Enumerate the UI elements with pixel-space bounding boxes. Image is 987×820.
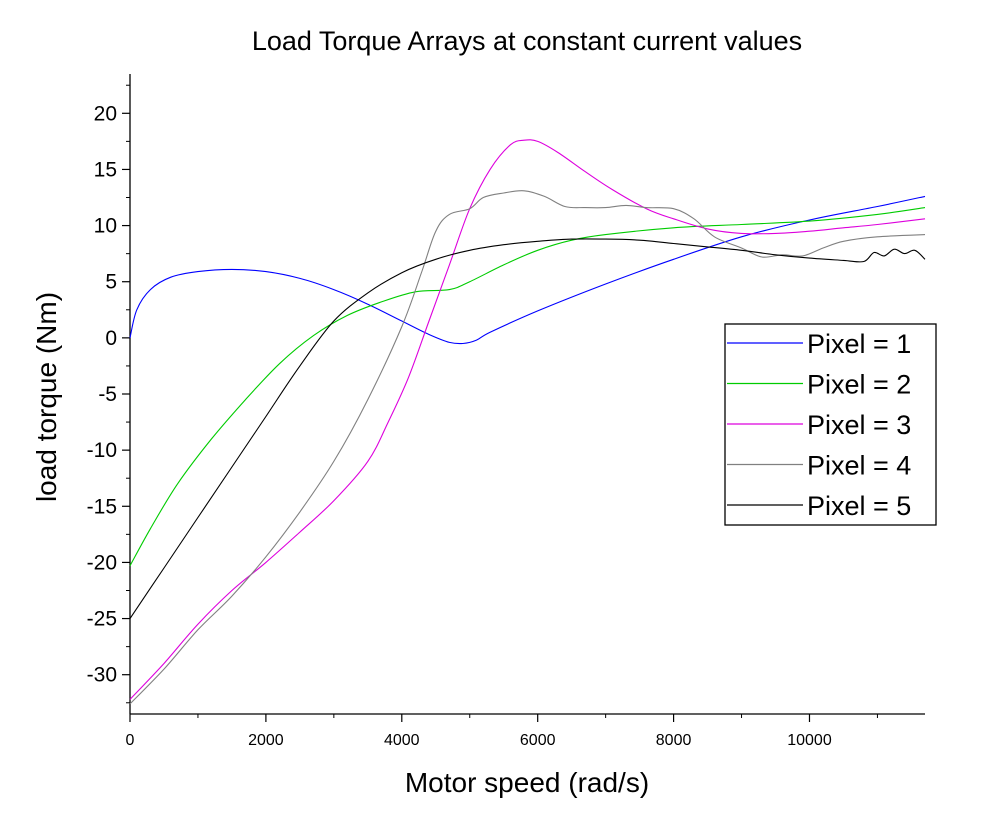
series-line-pixel-3 [129,139,926,700]
y-tick-label: 10 [94,215,117,238]
x-tick-label: 0 [126,732,135,749]
legend-label: Pixel = 3 [807,410,911,440]
legend-label: Pixel = 4 [807,451,911,481]
x-axis-label: Motor speed (rad/s) [405,767,649,798]
y-tick-label: 0 [105,327,117,350]
y-tick-label: -5 [98,383,117,406]
x-tick-label: 10000 [787,732,832,749]
series-line-pixel-1 [129,195,926,345]
chart-title: Load Torque Arrays at constant current v… [252,26,802,56]
y-tick-label: -20 [87,551,117,574]
y-axis-label: load torque (Nm) [31,292,62,502]
y-tick-label: 5 [105,271,117,294]
x-tick-label: 6000 [520,732,556,749]
x-tick-label: 2000 [248,732,284,749]
y-tick-label: -30 [87,664,117,687]
x-tick-label: 8000 [656,732,692,749]
series-line-pixel-5 [129,238,926,619]
y-tick-label: 20 [94,102,117,125]
legend-label: Pixel = 2 [807,370,911,400]
plot-area: 20 15 10 5 0 -5 -10 -15 -20 -25 -30 0 2000 4000 6000 80… [87,74,926,749]
x-tick-label: 4000 [384,732,420,749]
y-tick-label: -15 [87,495,117,518]
legend-label: Pixel = 5 [807,491,911,521]
y-tick-label: 15 [94,158,117,181]
legend: Pixel = 1 Pixel = 2 Pixel = 3 Pixel = 4 Pixe… [724,323,937,526]
series-line-pixel-4 [129,190,926,705]
legend-label: Pixel = 1 [807,329,911,359]
y-tick-label: -25 [87,608,117,631]
series-line-pixel-2 [129,207,926,567]
y-tick-label: -10 [87,439,117,462]
